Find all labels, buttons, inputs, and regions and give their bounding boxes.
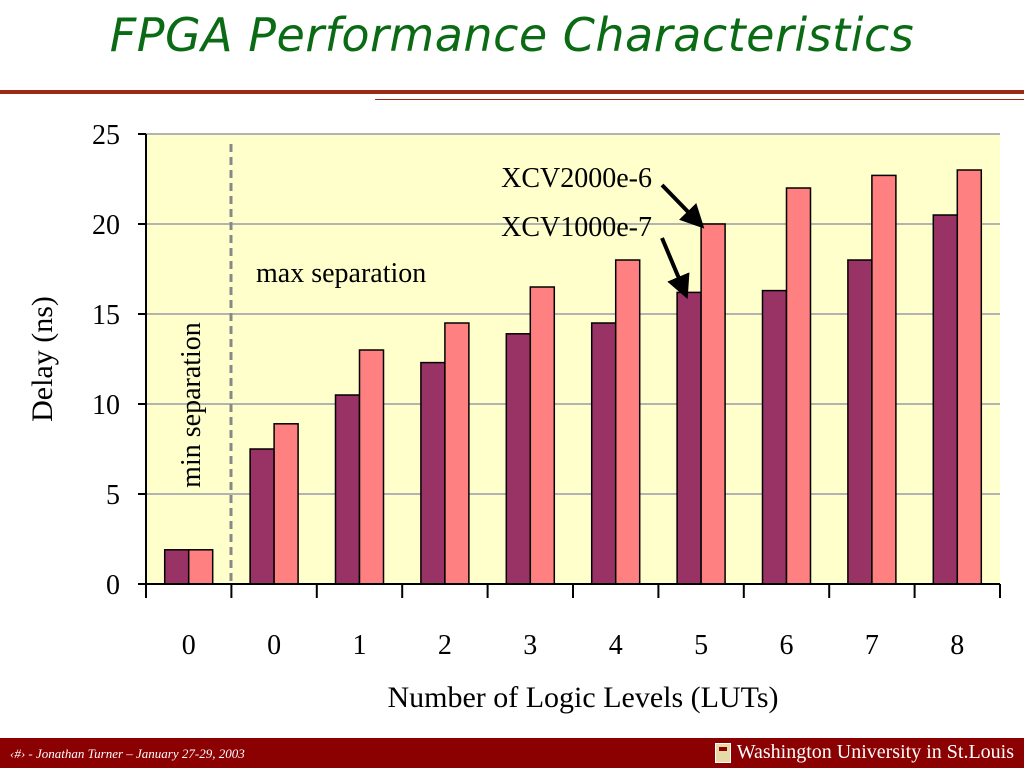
bar-xcv1000e <box>444 322 470 585</box>
bar-xcv1000e <box>785 187 812 585</box>
bar-xcv2000e <box>590 322 617 585</box>
footer-logo: Washington University in St.Louis <box>714 741 1014 764</box>
bar-xcv2000e <box>420 361 446 585</box>
bar-xcv2000e <box>676 291 702 585</box>
bar-xcv2000e <box>761 289 788 585</box>
bar-xcv1000e <box>614 259 641 585</box>
tick-labels: 0 5 10 15 20 25 0 0 1 2 3 4 5 6 7 8 <box>92 120 964 661</box>
university-crest-icon <box>714 742 731 763</box>
y-axis-title: Delay (ns) <box>26 296 59 422</box>
x-tick-label: 0 <box>182 630 196 661</box>
title-rule-thin <box>375 99 1024 100</box>
bar-xcv1000e <box>187 549 214 585</box>
bar-xcv2000e <box>847 259 873 585</box>
bar-xcv2000e <box>932 214 959 585</box>
max-separation-label: max separation <box>256 258 426 289</box>
min-separation-label: min separation <box>176 322 207 488</box>
series-label-xcv1000e: XCV1000e-7 <box>501 212 652 243</box>
y-tick-label: 25 <box>92 120 120 151</box>
y-tick-label: 15 <box>92 300 120 331</box>
arrow-xcv2000e <box>660 183 705 229</box>
y-tick-label: 20 <box>92 210 120 241</box>
arrow-xcv1000e <box>660 237 690 300</box>
x-tick-label: 0 <box>267 630 281 661</box>
bar-xcv1000e <box>358 349 385 585</box>
bar-xcv1000e <box>273 423 299 585</box>
slide-title: FPGA Performance Characteristics <box>109 8 915 62</box>
footer-university: Washington University in St.Louis <box>736 741 1014 763</box>
bar-xcv1000e <box>871 174 897 585</box>
bar-xcv2000e <box>163 549 190 585</box>
x-tick-label: 1 <box>353 630 367 661</box>
x-tick-label: 2 <box>438 630 452 661</box>
bar-xcv2000e <box>249 448 275 585</box>
bar-xcv1000e <box>529 286 556 585</box>
title-rule <box>0 90 1024 94</box>
axes <box>138 133 1001 598</box>
bar-xcv1000e <box>956 169 983 585</box>
x-tick-label: 5 <box>694 630 708 661</box>
y-tick-label: 0 <box>106 570 120 601</box>
y-tick-label: 5 <box>106 480 120 511</box>
x-tick-label: 6 <box>780 630 794 661</box>
series-label-xcv2000e: XCV2000e-6 <box>501 163 652 194</box>
x-tick-label: 7 <box>865 630 879 661</box>
bar-xcv2000e <box>505 333 532 585</box>
delay-bar-chart: 0 5 10 15 20 25 0 0 1 2 3 4 5 6 7 8 min separation max … <box>26 120 1001 714</box>
bar-xcv1000e <box>700 223 726 585</box>
bars <box>163 169 983 585</box>
x-tick-label: 3 <box>523 630 537 661</box>
x-tick-label: 4 <box>609 630 623 661</box>
x-tick-label: 8 <box>950 630 964 661</box>
bar-xcv2000e <box>334 394 361 585</box>
footer-bar: ‹#› - Jonathan Turner – January 27-29, 2… <box>0 738 1024 768</box>
footer-credit: ‹#› - Jonathan Turner – January 27-29, 2… <box>10 746 245 761</box>
x-axis-title: Number of Logic Levels (LUTs) <box>387 681 778 714</box>
y-tick-label: 10 <box>92 390 120 421</box>
